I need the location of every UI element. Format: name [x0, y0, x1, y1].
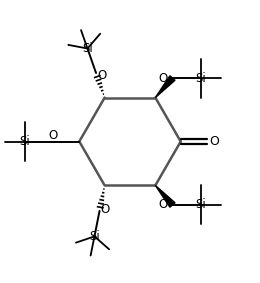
Text: Si: Si	[82, 42, 93, 55]
Polygon shape	[155, 185, 175, 207]
Text: O: O	[49, 129, 58, 142]
Text: Si: Si	[196, 198, 206, 211]
Text: O: O	[101, 203, 110, 216]
Text: Si: Si	[196, 72, 206, 85]
Text: Si: Si	[89, 230, 100, 243]
Text: O: O	[97, 69, 106, 82]
Text: O: O	[158, 72, 167, 85]
Text: O: O	[158, 198, 167, 211]
Text: O: O	[209, 135, 219, 148]
Text: Si: Si	[19, 135, 30, 148]
Polygon shape	[155, 76, 175, 98]
